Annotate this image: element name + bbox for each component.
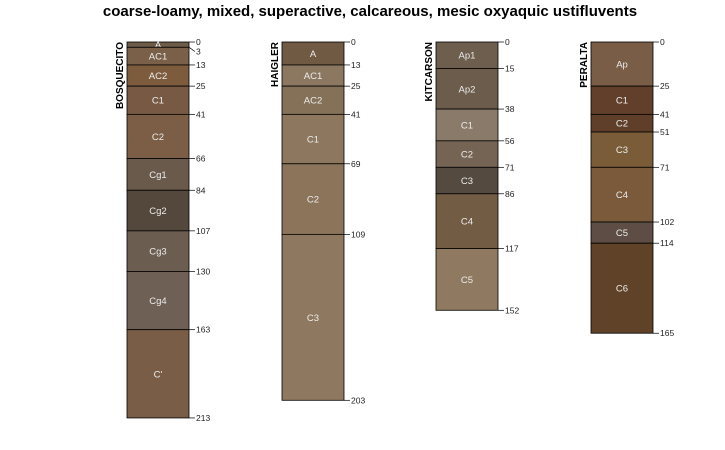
horizon-rect — [281, 85, 345, 115]
horizon-label: A — [310, 49, 317, 60]
profile-name-label: BOSQUECITO — [115, 42, 126, 109]
horizon-label: C1 — [152, 96, 164, 107]
depth-tick — [188, 47, 196, 52]
depth-label: 109 — [351, 229, 365, 239]
horizon-label: AC1 — [304, 71, 322, 82]
depth-label: 41 — [196, 109, 206, 119]
horizon-label: C' — [154, 369, 163, 380]
horizon-rect — [590, 242, 654, 334]
horizon-label: C2 — [461, 150, 473, 161]
horizon-label: Ap — [616, 60, 628, 71]
horizon-rect — [590, 85, 654, 115]
horizon-rect — [126, 329, 190, 419]
horizon-label: Cg4 — [149, 296, 166, 307]
depth-label: 69 — [351, 159, 361, 169]
horizon-rect — [435, 68, 499, 110]
horizon-label: AC2 — [149, 71, 167, 82]
depth-label: 114 — [660, 238, 674, 248]
horizon-label: C3 — [461, 176, 473, 187]
depth-label: 86 — [505, 189, 515, 199]
depth-label: 13 — [196, 60, 206, 70]
horizon-label: C2 — [307, 195, 319, 206]
horizon-label: AC2 — [304, 96, 322, 107]
horizon-label: C2 — [152, 132, 164, 143]
depth-label: 102 — [660, 217, 674, 227]
horizon-rect — [126, 158, 190, 191]
depth-label: 117 — [505, 244, 519, 254]
horizon-rect — [590, 131, 654, 168]
depth-label: 71 — [505, 162, 515, 172]
horizon-label: C5 — [461, 275, 473, 286]
horizon-rect — [281, 233, 345, 401]
horizon-label: C3 — [307, 313, 319, 324]
depth-label: 41 — [351, 109, 361, 119]
depth-label: 66 — [196, 153, 206, 163]
horizon-rect — [126, 113, 190, 159]
depth-label: 3 — [196, 47, 201, 57]
horizon-rect — [435, 140, 499, 168]
depth-label: 0 — [505, 37, 510, 47]
horizon-label: Ap1 — [459, 51, 476, 62]
depth-label: 152 — [505, 305, 519, 315]
horizon-label: C4 — [461, 217, 473, 228]
horizon-label: A — [155, 40, 162, 51]
horizon-label: C1 — [461, 120, 473, 131]
depth-label: 0 — [196, 37, 201, 47]
horizon-rect — [126, 271, 190, 331]
horizon-label: C3 — [616, 145, 628, 156]
profile-name-label: HAIGLER — [270, 41, 281, 87]
depth-label: 213 — [196, 413, 210, 423]
depth-label: 71 — [660, 162, 670, 172]
horizon-rect — [281, 163, 345, 235]
horizon-rect — [590, 41, 654, 87]
profile-name-label: KITCARSON — [424, 42, 435, 101]
horizon-rect — [435, 41, 499, 69]
depth-label: 25 — [351, 81, 361, 91]
depth-label: 15 — [505, 63, 515, 73]
horizon-label: C4 — [616, 190, 628, 201]
depth-label: 163 — [196, 325, 210, 335]
horizon-label: Cg2 — [149, 206, 166, 217]
horizon-label: C5 — [616, 228, 628, 239]
horizon-label: C1 — [616, 96, 628, 107]
horizon-label: C6 — [616, 284, 628, 295]
horizon-label: Cg3 — [149, 247, 166, 258]
profiles-layer: BOSQUECITO AAC1AC2C1C2Cg1Cg2Cg3Cg4C'03132… — [115, 37, 674, 423]
depth-label: 84 — [196, 185, 206, 195]
horizon-rect — [435, 166, 499, 195]
depth-label: 165 — [660, 328, 674, 338]
horizon-rect — [281, 113, 345, 165]
depth-label: 0 — [351, 37, 356, 47]
horizon-label: Ap2 — [459, 84, 476, 95]
depth-label: 107 — [196, 226, 210, 236]
horizon-label: AC1 — [149, 52, 167, 63]
depth-label: 25 — [196, 81, 206, 91]
depth-label: 41 — [660, 109, 670, 119]
depth-label: 38 — [505, 104, 515, 114]
horizon-label: C1 — [307, 135, 319, 146]
horizon-rect — [435, 108, 499, 142]
depth-label: 56 — [505, 136, 515, 146]
horizon-rect — [590, 166, 654, 223]
horizon-rect — [435, 248, 499, 311]
horizon-label: Cg1 — [149, 170, 166, 181]
profile-haigler: HAIGLER A AC1 AC2 C1 C2 C3 0 13 25 41 69 109 203 — [270, 37, 365, 405]
horizon-rect — [126, 189, 190, 232]
horizon-rect — [126, 85, 190, 115]
chart-title: coarse-loamy, mixed, superactive, calcar… — [103, 3, 637, 20]
horizon-rect — [126, 230, 190, 272]
profile-peralta: PERALTA Ap C1 C2 C3 C4 C5 C6 0 25 41 51 71 102 114 165 — [579, 37, 674, 338]
profile-kitcarson: KITCARSON Ap1 Ap2 C1 C2 C3 C4 C5 0 15 38 56 71 86 117 1… — [424, 37, 519, 315]
depth-label: 0 — [660, 37, 665, 47]
depth-label: 203 — [351, 395, 365, 405]
profile-name-label: PERALTA — [579, 42, 590, 88]
horizon-label: C2 — [616, 119, 628, 130]
depth-label: 130 — [196, 266, 210, 276]
depth-label: 13 — [351, 60, 361, 70]
depth-label: 51 — [660, 127, 670, 137]
depth-label: 25 — [660, 81, 670, 91]
